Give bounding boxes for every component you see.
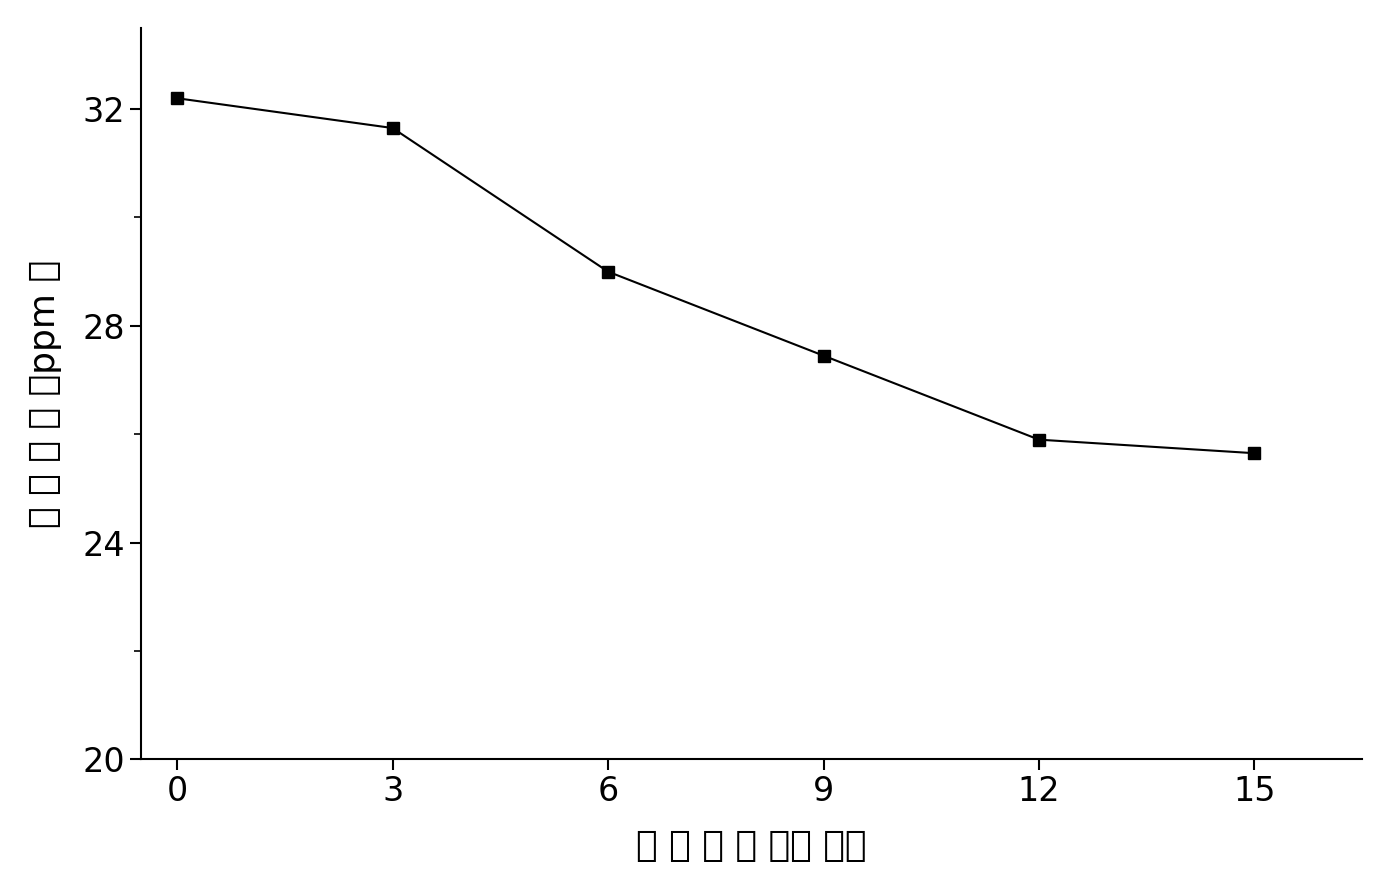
X-axis label: 光 照 时 间 （小 时）: 光 照 时 间 （小 时）: [637, 830, 867, 863]
Y-axis label: 总 有 机 砖 （ppm ）: 总 有 机 砖 （ppm ）: [28, 259, 61, 527]
